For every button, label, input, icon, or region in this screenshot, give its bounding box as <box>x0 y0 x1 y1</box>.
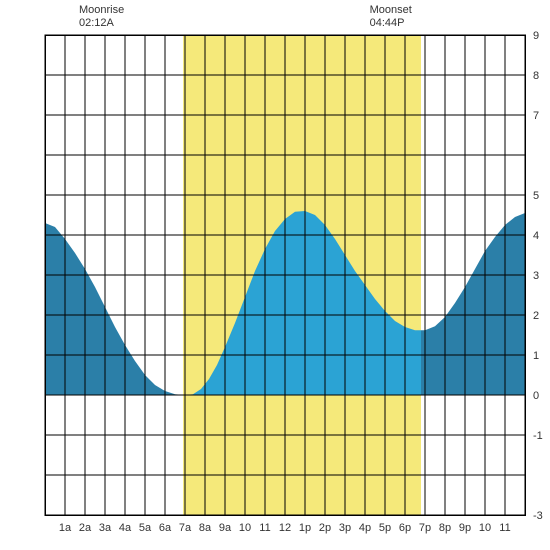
x-tick-label: 8a <box>199 522 212 534</box>
y-tick-label: 5 <box>533 190 539 202</box>
y-tick-label: 4 <box>533 230 539 242</box>
x-tick-label: 7p <box>419 522 431 534</box>
x-tick-label: 3a <box>99 522 112 534</box>
x-tick-label: 5a <box>139 522 152 534</box>
chart-svg: -3-10123457891a2a3a4a5a6a7a8a9a1011121p2… <box>0 0 550 550</box>
y-tick-label: 0 <box>533 390 539 402</box>
moonset-time: 04:44P <box>370 17 412 30</box>
x-tick-label: 9p <box>459 522 471 534</box>
x-tick-label: 11 <box>259 522 270 534</box>
moonrise-header: Moonrise 02:12A <box>79 4 124 30</box>
x-tick-label: 10 <box>239 522 251 534</box>
x-tick-label: 3p <box>339 522 351 534</box>
y-tick-label: -3 <box>533 510 543 522</box>
moonrise-time: 02:12A <box>79 17 124 30</box>
y-tick-label: 9 <box>533 30 539 42</box>
y-tick-label: 3 <box>533 270 539 282</box>
x-tick-label: 11 <box>499 522 510 534</box>
moonset-header: Moonset 04:44P <box>370 4 412 30</box>
x-tick-label: 2a <box>79 522 92 534</box>
moonset-label: Moonset <box>370 4 412 17</box>
x-tick-label: 4p <box>359 522 371 534</box>
x-tick-label: 9a <box>219 522 232 534</box>
x-tick-label: 8p <box>439 522 451 534</box>
y-tick-label: -1 <box>533 430 543 442</box>
x-tick-label: 1a <box>59 522 72 534</box>
y-tick-label: 2 <box>533 310 539 322</box>
x-tick-label: 2p <box>319 522 331 534</box>
x-tick-label: 4a <box>119 522 132 534</box>
x-tick-label: 5p <box>379 522 391 534</box>
x-tick-label: 1p <box>299 522 311 534</box>
x-tick-label: 7a <box>179 522 192 534</box>
y-tick-label: 8 <box>533 70 539 82</box>
moonrise-label: Moonrise <box>79 4 124 17</box>
y-tick-label: 7 <box>533 110 539 122</box>
x-tick-label: 12 <box>279 522 291 534</box>
y-tick-label: 1 <box>533 350 539 362</box>
x-tick-label: 10 <box>479 522 491 534</box>
x-tick-label: 6a <box>159 522 172 534</box>
tide-chart: -3-10123457891a2a3a4a5a6a7a8a9a1011121p2… <box>0 0 550 550</box>
x-tick-label: 6p <box>399 522 411 534</box>
